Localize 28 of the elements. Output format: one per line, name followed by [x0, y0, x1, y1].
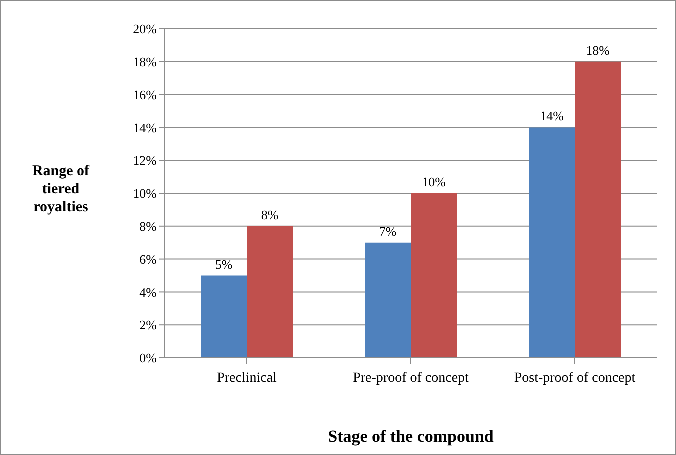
bar [201, 276, 248, 358]
y-tick-label: 6% [140, 252, 158, 267]
y-axis-title: Range of tiered royalties [32, 164, 91, 216]
y-tick-label: 20% [133, 22, 158, 37]
y-tick-label: 12% [133, 153, 158, 168]
x-tick-label: Pre-proof of concept [353, 370, 470, 386]
bar [247, 226, 294, 358]
x-tick-label: Post-proof of concept [514, 370, 636, 386]
y-tick-label: 10% [133, 186, 158, 202]
data-label: 10% [422, 174, 446, 190]
y-tick-label: 4% [140, 284, 158, 300]
y-tick-label: 2% [140, 318, 158, 333]
x-axis-title: Stage of the compound [328, 427, 494, 446]
y-tick-label: 14% [133, 120, 158, 136]
y-tick-label: 0% [140, 350, 158, 366]
y-tick-label: 18% [133, 54, 158, 70]
data-label: 7% [379, 224, 397, 239]
bar [365, 242, 412, 358]
bar [411, 194, 458, 358]
data-label: 8% [261, 207, 279, 222]
data-label: 5% [215, 256, 233, 272]
data-label: 18% [586, 42, 610, 58]
data-label: 14% [540, 108, 564, 124]
bar [529, 128, 576, 358]
y-tick-label: 8% [140, 219, 158, 234]
x-tick-label: Preclinical [217, 370, 278, 386]
bar [575, 62, 622, 358]
y-tick-label: 16% [133, 87, 158, 102]
